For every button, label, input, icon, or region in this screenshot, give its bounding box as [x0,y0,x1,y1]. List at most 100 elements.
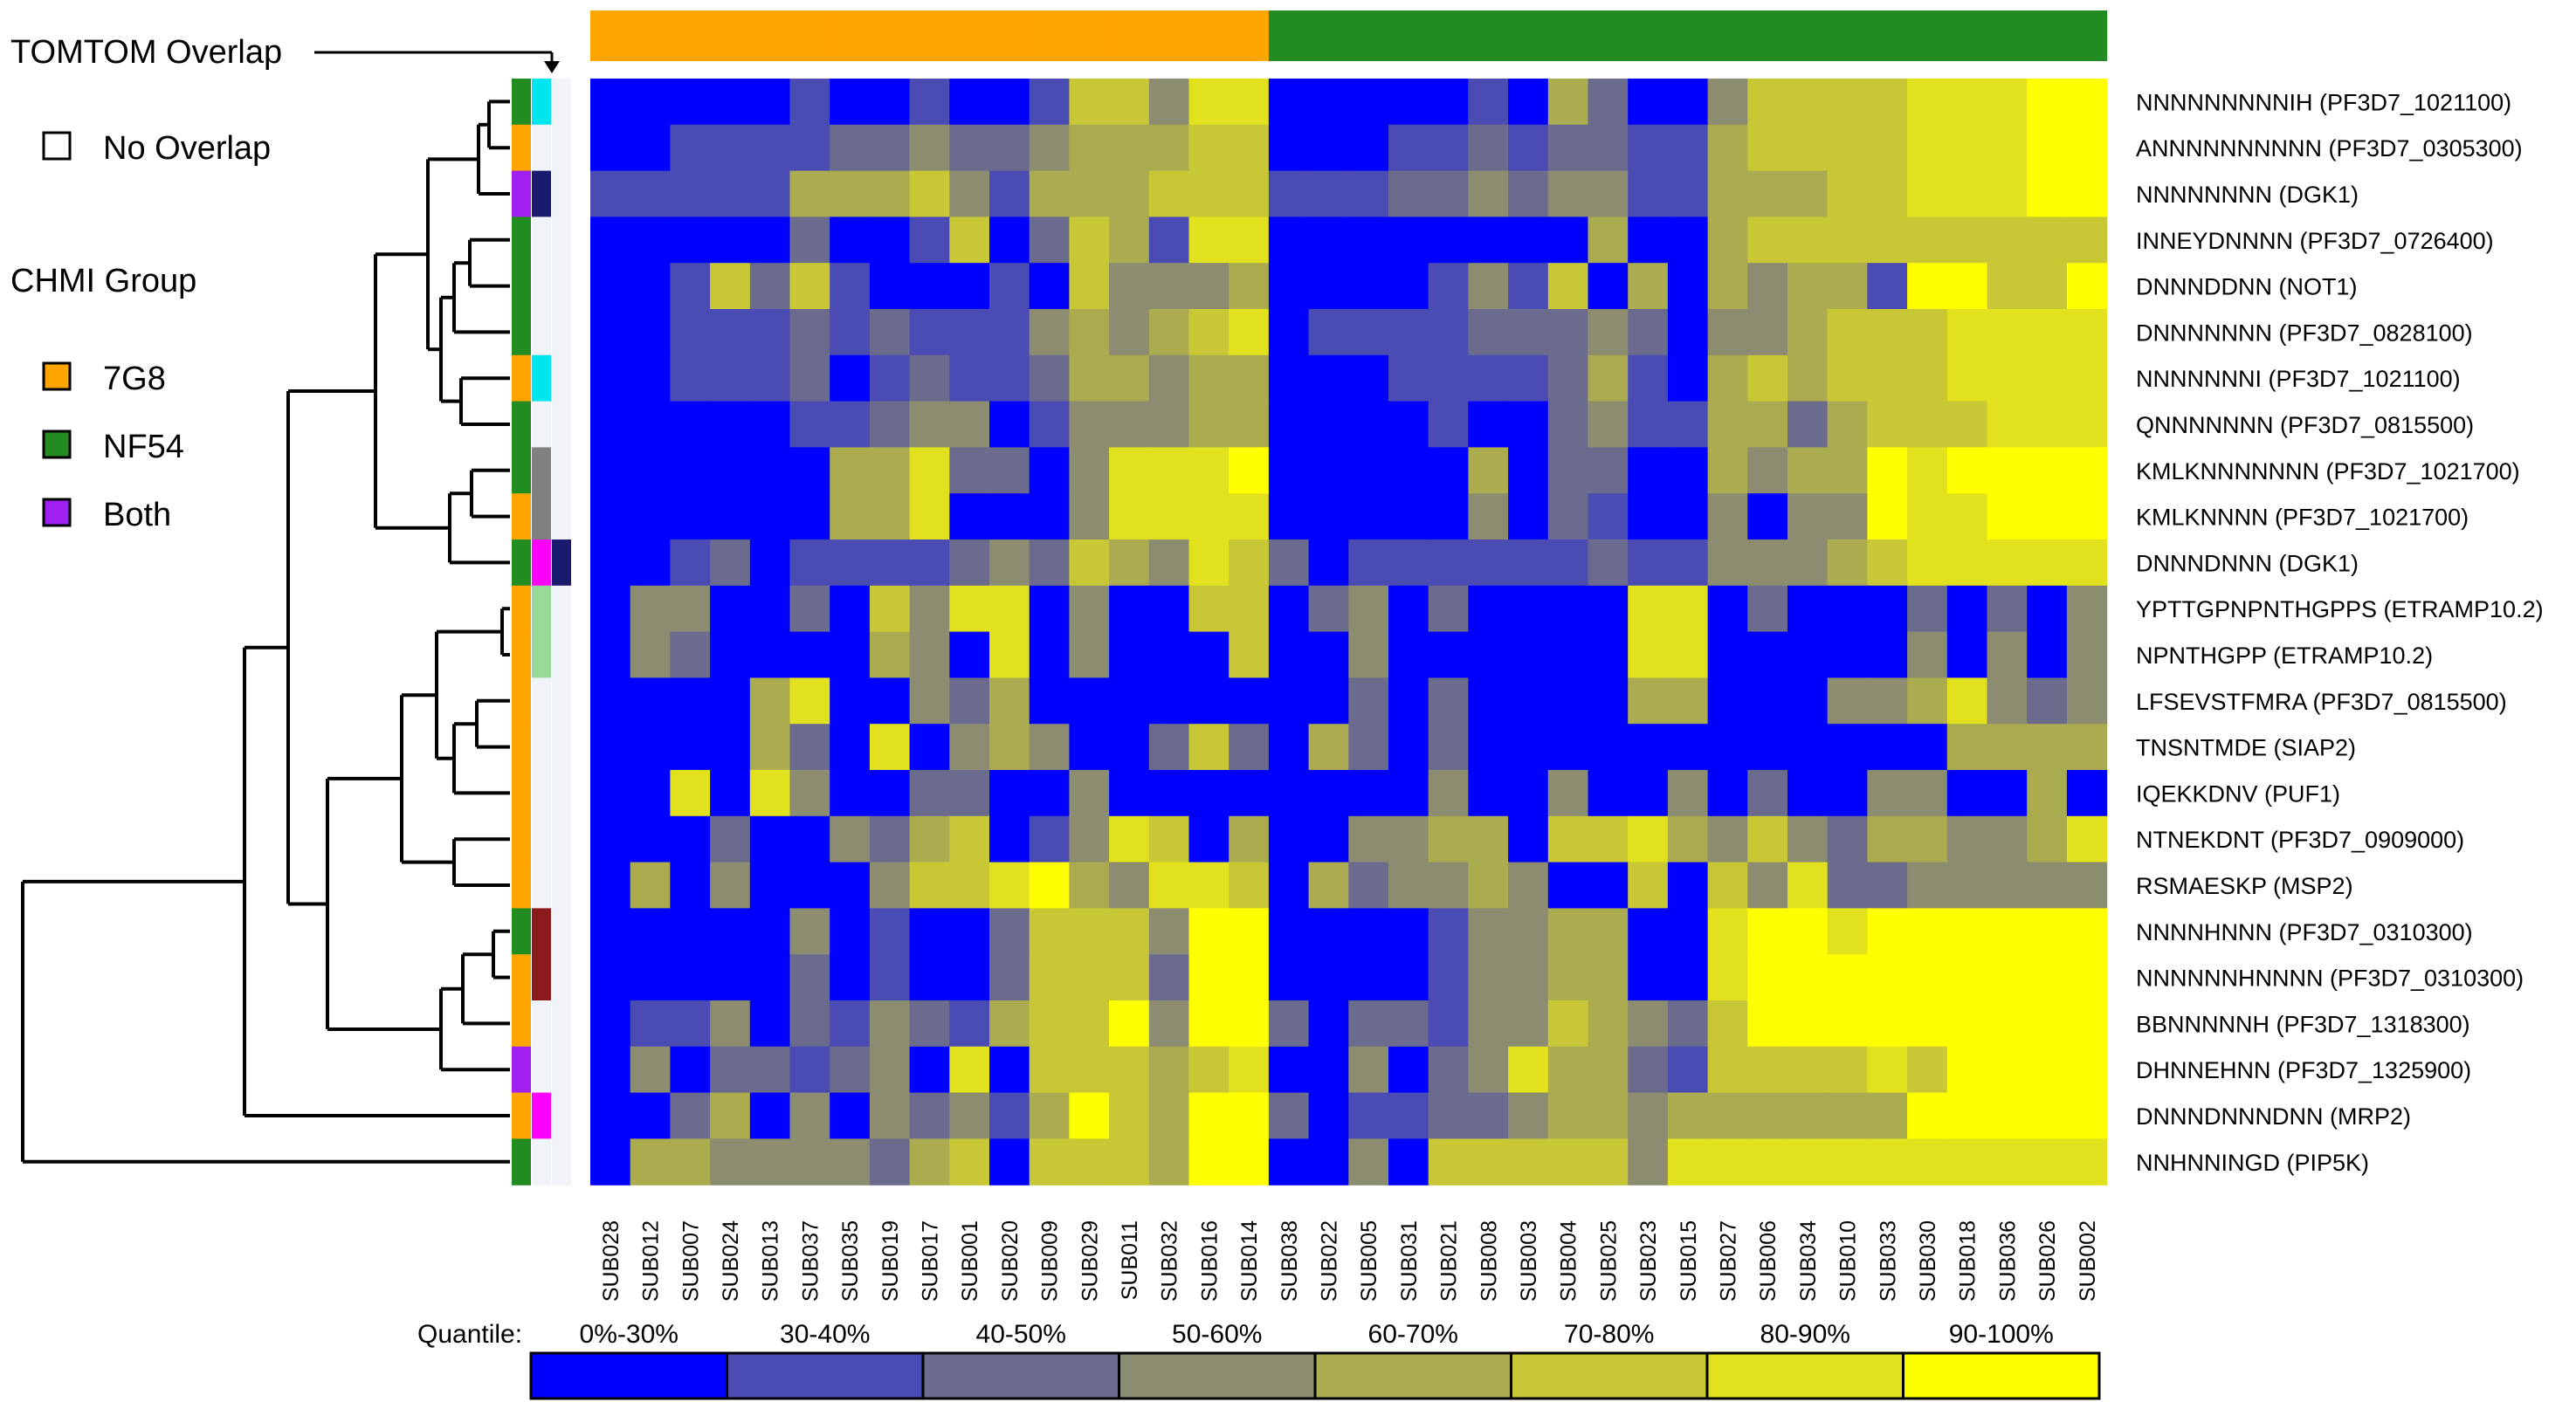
heatmap-cell [1588,1000,1629,1048]
heatmap-cell [1308,354,1349,402]
row-overlap-cell [552,79,571,126]
heatmap-cell [1588,677,1629,725]
heatmap-cell [630,585,671,633]
row-label: NNHNNINGD (PIP5K) [2136,1150,2369,1176]
heatmap-cell [1268,354,1310,402]
heatmap-cell [1428,309,1469,356]
heatmap-cell [1029,79,1070,126]
row-overlap-cell [552,170,571,217]
row-overlap-cell [552,1046,571,1094]
heatmap-cell [670,631,711,678]
heatmap-cell [1907,401,1948,448]
heatmap-cell [1468,124,1509,172]
heatmap-cell [1547,585,1589,633]
heatmap-cell [1188,401,1229,448]
heatmap-cell [1069,815,1110,863]
heatmap-cell [1747,954,1788,1001]
heatmap-cell [1069,585,1110,633]
heatmap-cell [1946,815,1988,863]
heatmap-cell [1109,631,1150,678]
row-overlap-cell [532,1138,551,1186]
column-label: SUB026 [2035,1220,2060,1302]
heatmap-cell [1907,309,1948,356]
heatmap-cell [830,216,871,264]
heatmap-cell [630,170,671,217]
heatmap-cell [1428,954,1469,1001]
heatmap-cell [749,170,791,217]
heatmap-cell [1109,1000,1150,1048]
heatmap-cell [1667,447,1709,494]
heatmap-cell [1388,631,1429,678]
row-group-cell [512,493,531,540]
column-label: SUB012 [639,1220,664,1302]
heatmap-cell [830,724,871,771]
heatmap-cell [1946,1000,1988,1048]
heatmap-cell [749,1138,791,1186]
heatmap-cell [1268,216,1310,264]
heatmap-cell [1428,862,1469,909]
quantile-swatch [1510,1351,1709,1400]
heatmap-cell [1109,216,1150,264]
heatmap-cell [869,815,911,863]
heatmap-cell [1188,216,1229,264]
heatmap-cell [1468,954,1509,1001]
heatmap-cell [630,1092,671,1139]
heatmap-cell [949,170,990,217]
heatmap-cell [1148,79,1190,126]
heatmap-cell [1109,585,1150,633]
row-label: LFSEVSTFMRA (PF3D7_0815500) [2136,689,2507,715]
row-annotation-bars [512,79,571,1186]
heatmap-cell [1588,862,1629,909]
heatmap-cell [2027,908,2068,955]
heatmap-cell [1308,677,1349,725]
heatmap-cell [1468,216,1509,264]
heatmap-cell [590,631,631,678]
row-group-cell [512,170,531,217]
heatmap-cell [1628,724,1669,771]
heatmap-cell [710,862,751,909]
heatmap-cell [1628,1000,1669,1048]
heatmap-cell [949,1092,990,1139]
heatmap-cell [1148,1000,1190,1048]
group-7g8-label: 7G8 [103,361,166,397]
row-label: DNNNDNNNDNN (MRP2) [2136,1103,2411,1130]
heatmap-cell [710,954,751,1001]
heatmap-cell [2027,493,2068,540]
heatmap-cell [1787,1138,1829,1186]
heatmap-cell [630,354,671,402]
heatmap-cell [1707,677,1748,725]
heatmap-cell [2027,1046,2068,1094]
heatmap-cell [830,585,871,633]
heatmap-cell [1827,815,1868,863]
heatmap-cell [1508,815,1549,863]
heatmap-cell [2066,677,2108,725]
heatmap-cell [1667,954,1709,1001]
heatmap-cell [1468,677,1509,725]
row-overlap-cell [552,493,571,540]
heatmap-cell [909,631,950,678]
row-group-cell [512,216,531,264]
heatmap-cell [749,1000,791,1048]
heatmap-cell [1188,79,1229,126]
heatmap-cell [1188,677,1229,725]
row-group-cell [512,954,531,1001]
heatmap-cell [2066,263,2108,310]
heatmap-cell [1867,1000,1908,1048]
column-group-cell [869,10,911,61]
row-group-cell [512,631,531,678]
heatmap-cell [670,539,711,587]
heatmap-cell [1547,539,1589,587]
heatmap-cell [1827,1000,1868,1048]
heatmap-cell [1188,539,1229,587]
heatmap-cell [1468,862,1509,909]
heatmap-cell [590,585,631,633]
heatmap-cell [1787,585,1829,633]
heatmap-cell [869,79,911,126]
heatmap-cell [1308,585,1349,633]
heatmap-cell [1787,908,1829,955]
heatmap-cell [1588,354,1629,402]
heatmap-cell [1747,585,1788,633]
column-label: SUB022 [1317,1220,1341,1302]
heatmap-cell [1229,1138,1270,1186]
heatmap-cell [1268,447,1310,494]
